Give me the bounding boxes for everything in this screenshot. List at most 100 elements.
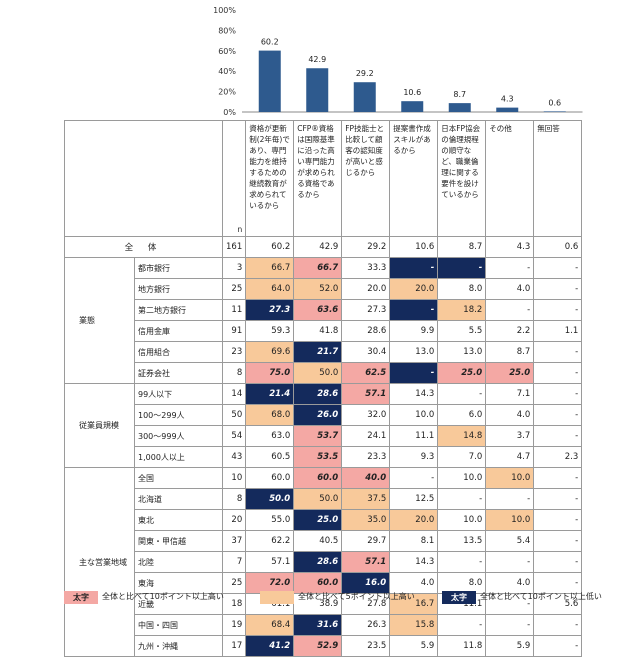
row-n: 8 [221,488,247,510]
row-label: 都市銀行 [134,257,223,279]
row-n: 10 [221,467,247,489]
row-label: 信用組合 [134,341,223,363]
row-n: 8 [221,362,247,384]
cell-value: - [485,488,535,510]
cell-value: - [389,257,439,279]
legend-swatch-orange [260,590,294,604]
n-header: n [221,120,247,237]
table-row: 第二地方銀行 11 27.3 63.6 27.3-18.2- - [65,299,583,321]
cell-value: 37.5 [341,488,391,510]
cell-value: 60.0 [293,467,343,489]
cell-value: - [437,551,487,573]
row-n: 11 [221,299,247,321]
cell-value: 10.0 [389,404,439,426]
cell-value: 4.3 [485,236,535,258]
cell-value: 55.0 [245,509,295,531]
cell-value: 5.4 [485,530,535,552]
legend: 太字 全体と比べて10ポイント以上高い 全体と比べて5ポイント以上高い 太字 全体と… [64,590,640,606]
cell-value: 10.6 [389,236,439,258]
legend-swatch-navy: 太字 [442,590,476,604]
bar-chart: 0% 20% 40% 60% 80% 100% 60.2 42.9 29.2 10.6 8.7 4.3… [213,6,583,117]
cell-value: 75.0 [245,362,295,384]
cell-value: 5.5 [437,320,487,342]
table-row: 100～299人 50 68.0 26.0 32.0 10.0 6.0 4.0- [65,404,583,426]
y-tick-label: 60% [218,47,236,56]
table-row: 北海道 8 50.0 50.0 37.5 12.5- - - [65,488,583,510]
cell-value: - [533,257,583,279]
data-table: n 資格が更新制(2年毎)であり、専門能力を維持するための継続教育が求められている… [64,120,583,657]
cell-value: - [485,299,535,321]
cell-value: 8.1 [389,530,439,552]
y-tick-label: 40% [218,67,236,76]
cell-value: - [533,488,583,510]
row-n: 161 [221,236,247,258]
cell-value: 10.0 [485,467,535,489]
legend-item-orange: 全体と比べて5ポイント以上高い [260,590,415,604]
cell-value: 50.0 [293,362,343,384]
cell-value: 60.5 [245,446,295,468]
cell-value: 4.7 [485,446,535,468]
cell-value: 11.8 [437,635,487,657]
y-tick-label: 0% [223,108,236,117]
row-n: 20 [221,509,247,531]
cell-value: 68.0 [245,404,295,426]
total-row: 全 体 161 60.2 42.9 29.2 10.6 8.7 4.3 0.6 [64,236,583,258]
row-n: 7 [221,551,247,573]
cell-value: 21.4 [245,383,295,405]
cell-value: 2.3 [533,446,583,468]
cell-value: 3.7 [485,425,535,447]
cell-value: 20.0 [341,278,391,300]
cell-value: - [485,551,535,573]
bar [401,101,424,112]
group-label: 主な営業地域 [64,467,135,657]
row-label: 地方銀行 [134,278,223,300]
cell-value: 66.7 [293,257,343,279]
y-tick-label: 100% [213,6,236,15]
row-label: 全国 [134,467,223,489]
cell-value: 33.3 [341,257,391,279]
header-row: n 資格が更新制(2年毎)であり、専門能力を維持するための継続教育が求められている… [64,120,583,237]
row-n: 3 [221,257,247,279]
cell-value: 13.0 [389,341,439,363]
cell-value: 50.0 [245,488,295,510]
cell-value: - [437,488,487,510]
table-row: 業態 都市銀行 3 66.7 66.7 33.3- - - - [64,257,583,384]
row-label: 北陸 [134,551,223,573]
row-n: 37 [221,530,247,552]
row-label: 300～999人 [134,425,223,447]
cell-value: - [533,614,583,636]
cell-value: 14.3 [389,551,439,573]
bar-value-label: 29.2 [356,69,374,78]
row-label: 1,000人以上 [134,446,223,468]
y-tick-label: 20% [218,88,236,97]
legend-text-navy: 全体と比べて10ポイント以上低い [480,592,602,601]
cell-value: 21.7 [293,341,343,363]
row-n: 54 [221,425,247,447]
cell-value: - [533,404,583,426]
cell-value: - [485,257,535,279]
cell-value: 59.3 [245,320,295,342]
cell-value: 13.0 [437,341,487,363]
cell-value: 4.0 [485,404,535,426]
cell-value: 23.3 [341,446,391,468]
cell-value: - [533,551,583,573]
cell-value: 31.6 [293,614,343,636]
bar [353,82,376,112]
table-row: 地方銀行 25 64.0 52.0 20.0 20.0 8.0 4.0- [65,278,583,300]
group-label: 従業員規模 [64,383,135,468]
cell-value: 8.7 [485,341,535,363]
bar [543,111,566,112]
table-row: 東海 25 72.0 60.0 16.0 4.0 8.0 4.0- [65,572,583,594]
table-row: 証券会社 8 75.0 50.0 62.5-25.0 25.0- [65,362,583,384]
bar-value-label: 42.9 [308,55,326,64]
cell-value: 53.7 [293,425,343,447]
table-row: 東北 20 55.0 25.0 35.0 20.0 10.0 10.0- [65,509,583,531]
row-label: 100～299人 [134,404,223,426]
row-n: 17 [221,635,247,657]
cell-value: 62.5 [341,362,391,384]
cell-value: 10.0 [437,467,487,489]
cell-value: 28.6 [293,383,343,405]
cell-value: 25.0 [437,362,487,384]
bar-value-label: 60.2 [261,38,279,47]
table-row: 主な営業地域 全国 10 60.0 60.0 40.0-10.0 10.0- [64,467,583,657]
